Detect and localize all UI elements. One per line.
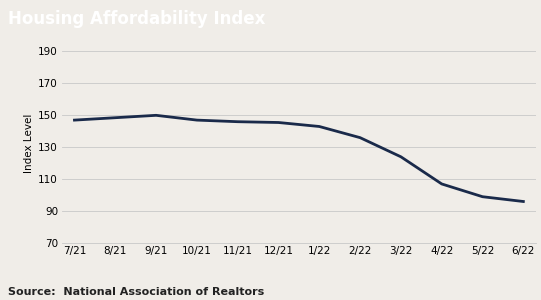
Text: Housing Affordability Index: Housing Affordability Index bbox=[8, 11, 266, 28]
Y-axis label: Index Level: Index Level bbox=[24, 114, 34, 173]
Text: Source:  National Association of Realtors: Source: National Association of Realtors bbox=[8, 287, 265, 297]
